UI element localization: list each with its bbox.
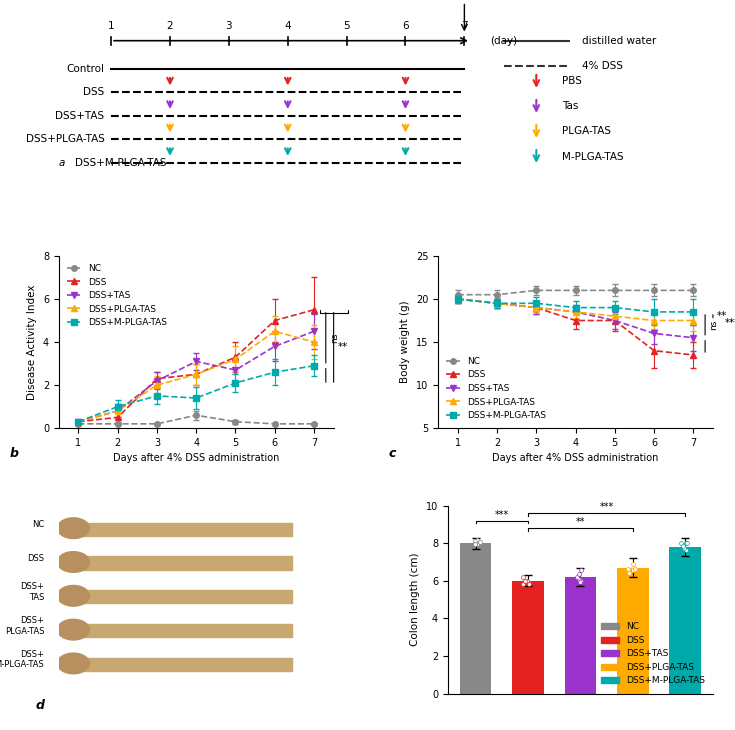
Text: d: d — [35, 699, 45, 712]
Text: DSS: DSS — [83, 88, 104, 97]
Text: 3: 3 — [226, 21, 232, 31]
Y-axis label: Disease Activity Index: Disease Activity Index — [27, 284, 37, 400]
Bar — [74, 523, 292, 536]
Bar — [564, 577, 596, 694]
Text: DSS: DSS — [27, 554, 44, 563]
Text: 2: 2 — [167, 21, 173, 31]
Text: DSS+M-PLGA-TAS: DSS+M-PLGA-TAS — [75, 158, 167, 168]
Legend: NC, DSS, DSS+TAS, DSS+PLGA-TAS, DSS+M-PLGA-TAS: NC, DSS, DSS+TAS, DSS+PLGA-TAS, DSS+M-PL… — [63, 261, 171, 331]
Text: c: c — [389, 447, 396, 461]
Bar — [74, 556, 292, 569]
Circle shape — [57, 518, 90, 539]
Text: **: ** — [576, 518, 585, 527]
Text: DSS+
PLGA-TAS: DSS+ PLGA-TAS — [4, 616, 44, 636]
Text: 1: 1 — [108, 21, 115, 31]
Legend: NC, DSS, DSS+TAS, DSS+PLGA-TAS, DSS+M-PLGA-TAS: NC, DSS, DSS+TAS, DSS+PLGA-TAS, DSS+M-PL… — [597, 619, 709, 689]
Point — [474, 536, 486, 548]
X-axis label: Days after 4% DSS administration: Days after 4% DSS administration — [492, 453, 659, 464]
Point — [628, 562, 639, 574]
Text: 5: 5 — [343, 21, 350, 31]
Point — [678, 540, 689, 552]
Text: a: a — [59, 158, 68, 168]
Bar — [74, 658, 292, 671]
Text: PBS: PBS — [562, 77, 582, 86]
Text: b: b — [10, 447, 18, 461]
Point — [573, 568, 585, 580]
Point — [573, 574, 585, 585]
Text: 7: 7 — [461, 21, 467, 31]
Point — [623, 567, 635, 579]
Text: Tas: Tas — [562, 101, 579, 112]
Bar — [617, 568, 648, 694]
Text: 4: 4 — [284, 21, 291, 31]
Text: **: ** — [337, 342, 348, 353]
Text: Control: Control — [67, 64, 104, 74]
Point — [470, 536, 481, 548]
Point — [681, 537, 692, 549]
Bar — [460, 543, 491, 694]
Point — [471, 534, 483, 545]
Point — [622, 563, 634, 575]
Point — [523, 578, 534, 590]
Point — [523, 577, 534, 588]
Point — [628, 558, 639, 569]
Point — [520, 575, 532, 587]
Point — [575, 564, 587, 576]
X-axis label: Days after 4% DSS administration: Days after 4% DSS administration — [113, 453, 279, 464]
Point — [469, 539, 481, 550]
Point — [517, 572, 529, 583]
Circle shape — [57, 653, 90, 674]
Point — [678, 542, 690, 554]
Text: DSS+TAS: DSS+TAS — [55, 111, 104, 121]
Text: NC: NC — [32, 520, 44, 529]
Circle shape — [57, 619, 90, 640]
Legend: NC, DSS, DSS+TAS, DSS+PLGA-TAS, DSS+M-PLGA-TAS: NC, DSS, DSS+TAS, DSS+PLGA-TAS, DSS+M-PL… — [442, 353, 550, 423]
Point — [680, 545, 692, 556]
Text: (day): (day) — [490, 36, 517, 46]
Text: distilled water: distilled water — [582, 36, 656, 46]
Point — [574, 576, 586, 588]
Text: DSS+
M-PLGA-TAS: DSS+ M-PLGA-TAS — [0, 650, 44, 669]
Point — [469, 539, 481, 550]
Point — [680, 537, 692, 549]
Text: ***: *** — [725, 318, 735, 328]
Bar — [670, 547, 701, 694]
Point — [572, 572, 584, 583]
Bar — [74, 590, 292, 603]
Point — [629, 564, 641, 575]
Text: ***: *** — [600, 502, 614, 512]
Text: DSS+
TAS: DSS+ TAS — [21, 583, 44, 602]
Text: 4% DSS: 4% DSS — [582, 61, 623, 71]
Y-axis label: Body weight (g): Body weight (g) — [401, 301, 410, 383]
Text: **: ** — [717, 311, 727, 321]
Bar — [512, 581, 544, 694]
Text: ***: *** — [495, 510, 509, 520]
Point — [471, 539, 483, 550]
Circle shape — [57, 585, 90, 606]
Text: ns: ns — [330, 333, 339, 343]
Point — [675, 537, 686, 549]
Circle shape — [57, 552, 90, 572]
Text: ns: ns — [709, 320, 718, 330]
Point — [628, 564, 639, 576]
Bar — [74, 624, 292, 637]
Point — [520, 575, 531, 586]
Y-axis label: Colon length (cm): Colon length (cm) — [410, 553, 420, 646]
Text: 6: 6 — [402, 21, 409, 31]
Point — [517, 578, 529, 590]
Text: DSS+PLGA-TAS: DSS+PLGA-TAS — [26, 134, 104, 145]
Point — [576, 575, 587, 587]
Text: M-PLGA-TAS: M-PLGA-TAS — [562, 152, 624, 161]
Text: PLGA-TAS: PLGA-TAS — [562, 126, 612, 137]
